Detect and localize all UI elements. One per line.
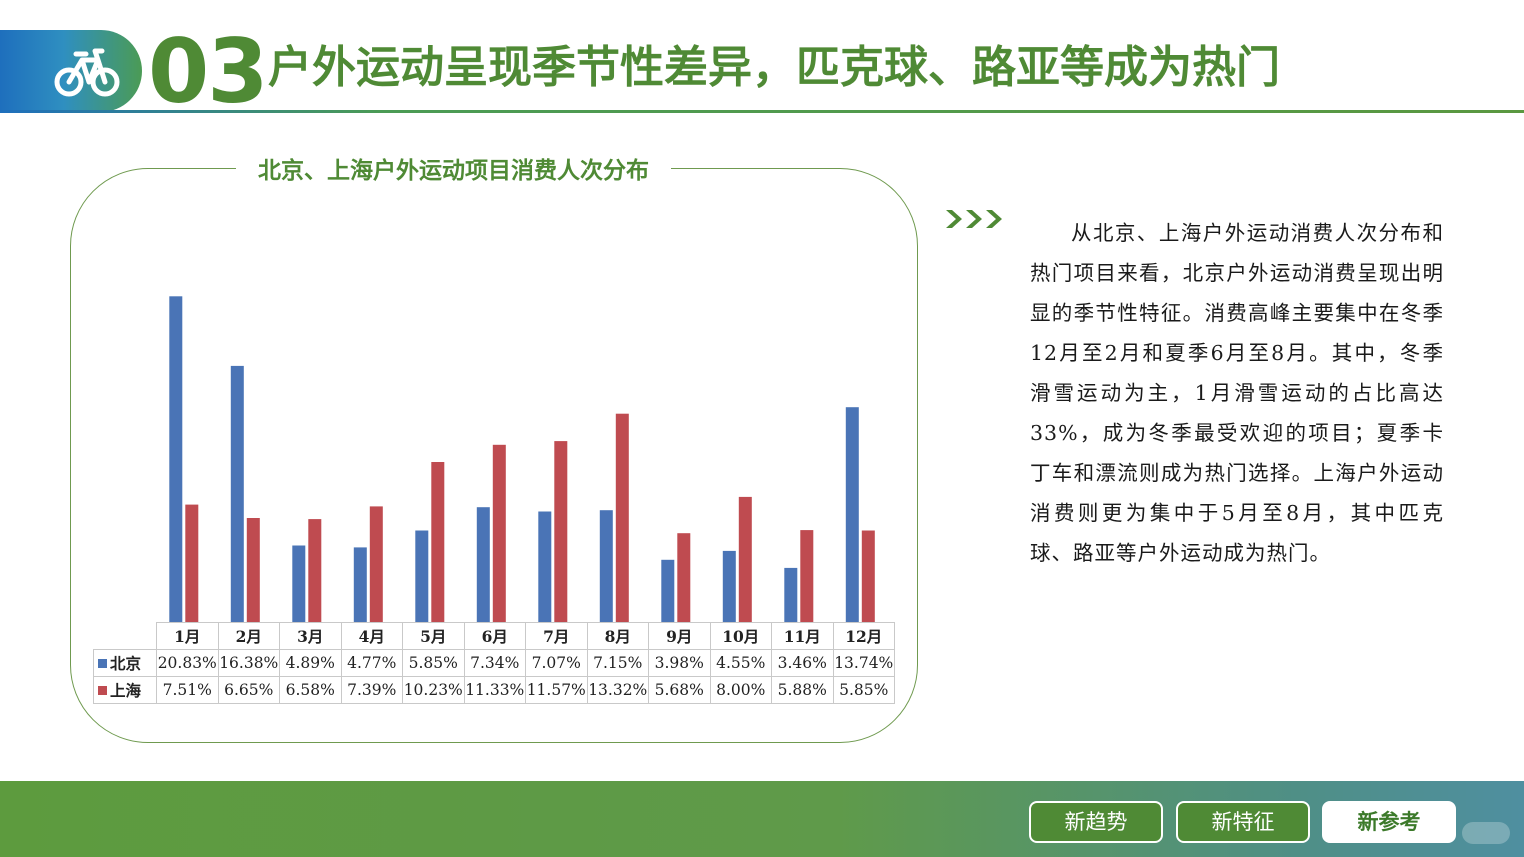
month-label: 4月 [340,622,403,650]
bar-shanghai-7 [554,441,568,622]
data-label: 7.07% [525,649,588,677]
legend-shanghai: 上海 [93,676,157,704]
data-label: 7.15% [586,649,649,677]
month-label: 9月 [648,622,711,650]
bar-beijing-3 [292,545,306,622]
data-label: 5.68% [648,676,711,704]
bar-beijing-9 [661,559,675,622]
month-label: 2月 [217,622,280,650]
bar-shanghai-8 [615,413,629,622]
table-header-row: 1月 2月 3月 4月 5月 6月 7月 8月 9月 10月 11月 12月 [94,622,895,650]
month-label: 6月 [463,622,526,650]
bar-shanghai-10 [738,496,752,622]
data-label: 7.34% [463,649,526,677]
data-label: 7.51% [156,676,219,704]
table-corner [94,623,157,650]
data-label: 11.33% [463,676,526,704]
month-label: 11月 [771,622,834,650]
bicycle-icon [54,48,120,97]
data-label: 6.58% [279,676,342,704]
bar-beijing-7 [538,511,552,622]
series-name: 上海 [110,681,142,700]
bar-beijing-10 [722,550,736,622]
bar-beijing-4 [353,547,367,622]
bar-shanghai-12 [861,530,875,622]
bar-shanghai-3 [308,519,322,622]
data-label: 11.57% [525,676,588,704]
summary-paragraph: 从北京、上海户外运动消费人次分布和热门项目来看，北京户外运动消费呈现出明显的季节… [1030,221,1444,565]
data-label: 5.85% [832,676,895,704]
data-label: 6.65% [217,676,280,704]
data-label: 10.23% [402,676,465,704]
bar-shanghai-1 [185,504,199,622]
series-name: 北京 [110,654,142,673]
nav-button-new-feature[interactable]: 新特征 [1176,801,1310,843]
bar-shanghai-6 [492,444,506,622]
month-label: 5月 [402,622,465,650]
legend-swatch-shanghai [98,686,107,695]
bar-beijing-12 [845,407,859,622]
table-row-beijing: 北京 20.83% 16.38% 4.89% 4.77% 5.85% 7.34%… [93,649,895,677]
chart-data-table: 1月 2月 3月 4月 5月 6月 7月 8月 9月 10月 11月 12月 北… [93,622,895,704]
month-label: 12月 [832,622,895,650]
data-label: 3.46% [771,649,834,677]
data-label: 13.74% [832,649,895,677]
bar-beijing-8 [599,510,613,622]
data-label: 5.85% [402,649,465,677]
month-label: 3月 [279,622,342,650]
data-label: 8.00% [709,676,772,704]
data-label: 3.98% [648,649,711,677]
legend-swatch-beijing [98,659,107,668]
nav-button-new-reference[interactable]: 新参考 [1322,801,1456,843]
data-label: 4.77% [340,649,403,677]
data-label: 16.38% [217,649,280,677]
header-divider [0,110,1524,113]
bar-shanghai-2 [246,518,260,622]
nav-button-new-trend[interactable]: 新趋势 [1029,801,1163,843]
bar-beijing-5 [415,530,429,622]
bar-shanghai-4 [369,506,383,622]
triple-chevron-right-icon [946,210,1002,228]
data-label: 5.88% [771,676,834,704]
bar-shanghai-9 [677,533,691,622]
legend-beijing: 北京 [93,649,157,677]
data-label: 4.55% [709,649,772,677]
month-label: 1月 [156,622,219,650]
month-label: 8月 [586,622,649,650]
data-label: 4.89% [279,649,342,677]
bar-beijing-1 [169,296,183,622]
bar-chart [169,296,875,622]
month-label: 10月 [709,622,772,650]
bar-beijing-6 [476,507,490,622]
chart-title: 北京、上海户外运动项目消费人次分布 [236,154,671,188]
bar-shanghai-5 [431,462,445,622]
watermark-logo [1462,822,1510,844]
data-label: 7.39% [340,676,403,704]
bar-shanghai-11 [800,530,814,622]
bar-beijing-2 [230,365,244,622]
page-title: 户外运动呈现季节性差异，匹克球、路亚等成为热门 [268,42,1280,93]
data-label: 13.32% [586,676,649,704]
bar-beijing-11 [784,567,798,622]
data-label: 20.83% [156,649,219,677]
section-number: 03 [148,20,268,123]
table-row-shanghai: 上海 7.51% 6.65% 6.58% 7.39% 10.23% 11.33%… [93,676,895,704]
month-label: 7月 [525,622,588,650]
